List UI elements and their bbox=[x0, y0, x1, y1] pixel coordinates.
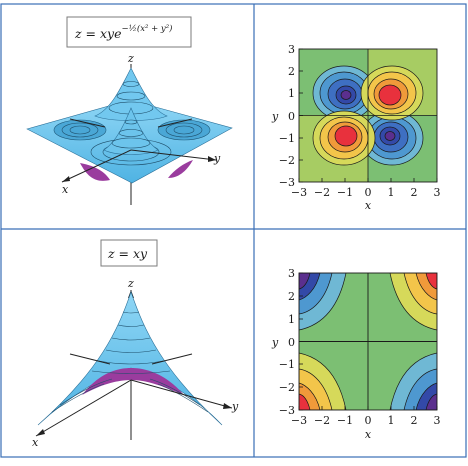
svg-text:0: 0 bbox=[365, 186, 372, 199]
svg-text:0: 0 bbox=[288, 336, 295, 349]
z-axis-label-1: z bbox=[127, 52, 134, 65]
svg-text:3: 3 bbox=[434, 414, 441, 427]
surface-underside-left-1 bbox=[80, 163, 110, 181]
svg-text:−2: −2 bbox=[279, 154, 295, 167]
svg-text:3: 3 bbox=[288, 267, 295, 280]
y-axis-label-2: y bbox=[231, 400, 239, 413]
svg-text:0: 0 bbox=[365, 414, 372, 427]
svg-text:1: 1 bbox=[388, 186, 395, 199]
x-axis-label-2: x bbox=[32, 436, 39, 449]
x-axis-1 bbox=[61, 149, 132, 183]
svg-text:−1: −1 bbox=[279, 358, 295, 371]
contour-xlabel-1: x bbox=[365, 199, 372, 212]
contour-panel-2: 3 2 1 0 −1 −2 −3 y −3 −2 −1 0 1 2 3 x bbox=[271, 267, 441, 441]
table-border bbox=[0, 3, 467, 458]
y-axis-1 bbox=[130, 149, 217, 161]
y-axis-label-1: y bbox=[213, 152, 221, 165]
contour-ylabel-2: y bbox=[271, 336, 279, 349]
equation-2: z = xy bbox=[107, 246, 148, 261]
svg-text:−1: −1 bbox=[279, 132, 295, 145]
svg-text:2: 2 bbox=[288, 65, 295, 78]
svg-text:3: 3 bbox=[288, 43, 295, 56]
table-grid bbox=[0, 3, 467, 458]
svg-text:1: 1 bbox=[388, 414, 395, 427]
x-axis-label-1: x bbox=[62, 183, 69, 196]
svg-text:−1: −1 bbox=[337, 186, 353, 199]
contour-xlabel-2: x bbox=[365, 428, 372, 441]
svg-text:−3: −3 bbox=[291, 414, 307, 427]
svg-text:−2: −2 bbox=[279, 381, 295, 394]
svg-text:1: 1 bbox=[288, 313, 295, 326]
svg-text:−3: −3 bbox=[279, 404, 295, 417]
x-tick-labels-1: −3 −2 −1 0 1 2 3 bbox=[291, 186, 441, 199]
contour-ylabel-1: y bbox=[271, 110, 279, 123]
svg-text:2: 2 bbox=[288, 290, 295, 303]
contour-panel-1: 3 2 1 0 −1 −2 −3 y −3 −2 −1 0 1 2 3 x bbox=[271, 43, 441, 212]
y-tick-labels-1: 3 2 1 0 −1 −2 −3 bbox=[279, 43, 295, 189]
surface-panel-1: z = xye−½(x² + y²) z bbox=[26, 16, 233, 205]
svg-text:1: 1 bbox=[288, 87, 295, 100]
svg-text:0: 0 bbox=[288, 110, 295, 123]
surface-contours-1 bbox=[61, 122, 203, 166]
x-axis-2 bbox=[35, 379, 132, 437]
surface-panel-2: z = xy z x y bbox=[32, 239, 239, 449]
svg-text:3: 3 bbox=[434, 186, 441, 199]
equation-1: z = xye−½(x² + y²) bbox=[74, 23, 172, 41]
svg-text:−3: −3 bbox=[279, 176, 295, 189]
saddle-surface-2 bbox=[37, 291, 223, 426]
y-axis-2 bbox=[130, 379, 233, 409]
saddle-underside-2 bbox=[82, 368, 184, 395]
equation-box-1 bbox=[66, 16, 192, 48]
svg-text:2: 2 bbox=[411, 186, 418, 199]
surface-underside-right-1 bbox=[168, 160, 193, 178]
equation-box-2 bbox=[100, 239, 158, 267]
svg-text:−2: −2 bbox=[314, 414, 330, 427]
svg-text:−2: −2 bbox=[314, 186, 330, 199]
x-tick-labels-2: −3 −2 −1 0 1 2 3 bbox=[291, 414, 441, 427]
saddle-contours-2 bbox=[51, 311, 209, 413]
svg-text:−1: −1 bbox=[337, 414, 353, 427]
svg-text:2: 2 bbox=[411, 414, 418, 427]
svg-text:−3: −3 bbox=[291, 186, 307, 199]
y-tick-labels-2: 3 2 1 0 −1 −2 −3 bbox=[279, 267, 295, 417]
z-axis-label-2: z bbox=[127, 277, 134, 290]
